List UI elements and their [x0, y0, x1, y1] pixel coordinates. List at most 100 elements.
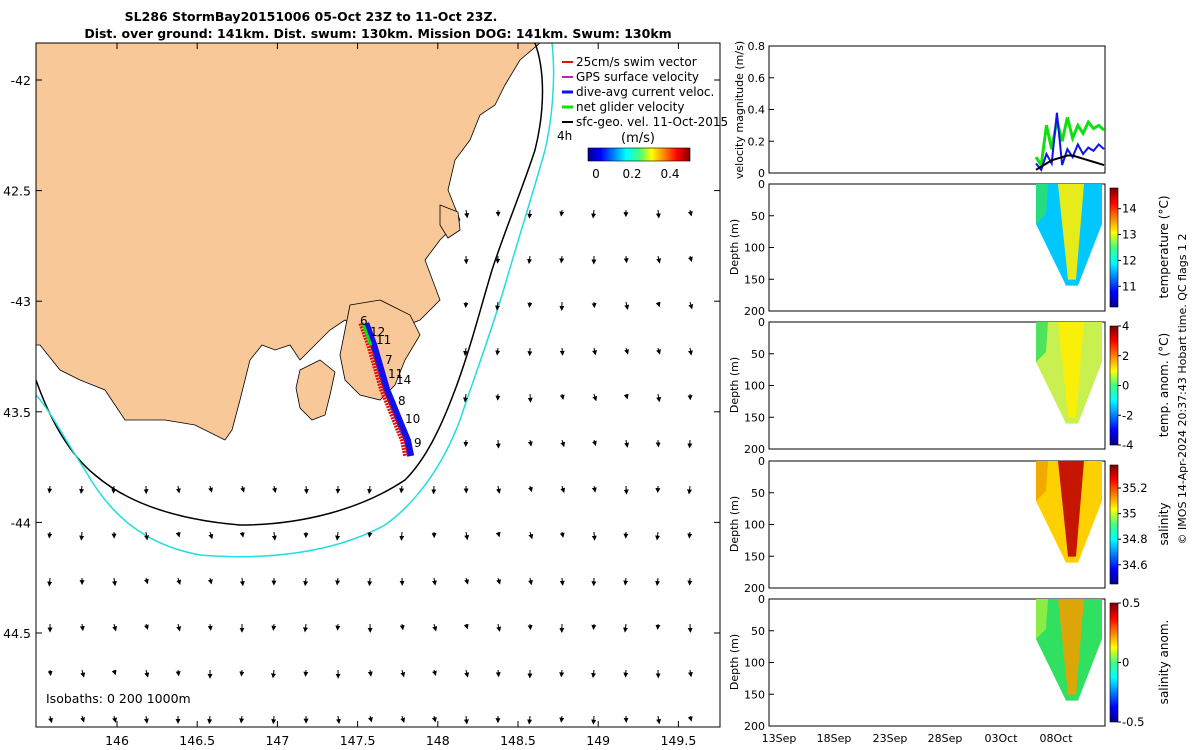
quiver-arrow [112, 577, 117, 587]
quiver-arrow [111, 485, 117, 494]
speed-colorbar-tick-0: 0 [592, 167, 600, 181]
quiver-arrow [591, 531, 597, 541]
map-x-tick-label: 149.5 [661, 733, 697, 748]
quiver-arrow [335, 531, 341, 541]
quiver-arrow [591, 715, 597, 725]
quiver-arrow [239, 715, 245, 724]
quiver-arrow [687, 531, 693, 539]
quiver-arrow [176, 623, 182, 632]
velocity-y-axis: 0 0.2 0.4 0.6 0.8 [748, 40, 774, 180]
salinity-cbar-tick-label: 35.2 [1122, 481, 1148, 495]
temperature-cbar-tick-label: 13 [1122, 228, 1137, 242]
map-legend: 25cm/s swim vector GPS surface velocity … [557, 55, 728, 143]
velocity-y-tick-label: 0.8 [748, 40, 766, 53]
quiver-arrow [623, 255, 629, 264]
series-sfc-geo [1035, 154, 1105, 171]
quiver-arrow [47, 669, 53, 677]
quiver-arrow [527, 623, 533, 631]
quiver-arrow [623, 393, 629, 400]
quiver-arrow [528, 577, 533, 586]
quiver-arrow [463, 715, 469, 725]
quiver-arrow [527, 255, 533, 265]
salinity-y-tick-label: 150 [744, 550, 765, 563]
quiver-arrow [80, 715, 85, 723]
quiver-arrow [175, 531, 181, 538]
series-dive-avg [1035, 112, 1105, 172]
salinity-y-tick-label: 50 [751, 487, 765, 500]
quiver-arrow [432, 577, 437, 586]
track-net-glider [361, 322, 373, 346]
quiver-arrow [47, 531, 53, 539]
map-y-tick-label: 43.5 [3, 405, 31, 420]
quiver-arrow [431, 715, 437, 723]
section-panel-temp_anomaly: 0 50 100 150 200 Depth (m) 4 2 0 -2 -4 temp. anom. … [728, 316, 1171, 456]
salinity-y-tick-label: 0 [758, 455, 765, 468]
quiver-arrow [592, 393, 598, 402]
quiver-arrow [48, 715, 53, 724]
quiver-arrow [591, 485, 597, 493]
quiver-arrow [592, 347, 597, 356]
map-y-tick-label: -42 [11, 73, 31, 88]
temp_anomaly-ylabel: Depth (m) [728, 357, 741, 413]
quiver-arrow [623, 623, 629, 633]
salinity-clabel: salinity [1157, 502, 1171, 545]
quiver-arrow [143, 715, 149, 724]
quiver-arrow [591, 669, 597, 679]
quiver-arrow [143, 577, 149, 585]
quiver-arrow [559, 347, 565, 356]
quiver-arrow [527, 393, 533, 403]
salinity_anomaly-edge [1036, 599, 1048, 639]
quiver-arrow [335, 715, 341, 725]
quiver-arrow [272, 485, 277, 494]
quiver-arrow [112, 623, 118, 632]
quiver-arrow [527, 209, 533, 219]
quiver-arrow [495, 347, 501, 356]
temp_anomaly-cbar-tick-label: -2 [1122, 408, 1133, 422]
quiver-arrow [559, 393, 565, 400]
time-tick-03oct: 03Oct [984, 732, 1018, 745]
track-map: 146 146.5 147 147.5 148 148.5 149 149.5 -4242.5… [3, 42, 728, 748]
quiver-arrow [79, 531, 85, 541]
quiver-arrow [112, 715, 117, 723]
map-y-tick-label: -44 [11, 515, 31, 530]
quiver-arrow [464, 669, 470, 678]
quiver-arrow [624, 301, 630, 310]
quiver-arrow [239, 669, 245, 677]
quiver-arrow [208, 485, 213, 493]
velocity-y-tick-label: 0.2 [748, 135, 766, 148]
legend-entry-dive: dive-avg current veloc. [576, 85, 714, 99]
salinity_anomaly-y-tick-label: 0 [758, 593, 765, 606]
salinity_anomaly-clabel: salinity anom. [1157, 620, 1171, 705]
temperature-ylabel: Depth (m) [728, 219, 741, 275]
time-tick-28sep: 28Sep [928, 732, 963, 745]
quiver-arrow [560, 439, 566, 448]
quiver-arrow [271, 715, 277, 725]
map-x-tick-label: 147 [265, 733, 289, 748]
quiver-arrow [111, 669, 117, 676]
temp_anomaly-cbar-tick-label: 2 [1122, 349, 1129, 363]
quiver-arrow [176, 577, 182, 585]
isobath-1000 [36, 43, 555, 558]
salinity_anomaly-core [1058, 599, 1084, 695]
salinity-cbar-tick-label: 34.6 [1122, 558, 1148, 572]
quiver-arrow [464, 209, 470, 219]
quiver-arrow [559, 209, 565, 217]
quiver-arrow [399, 531, 405, 541]
quiver-arrow [143, 623, 149, 630]
maria-island-land [439, 204, 461, 239]
time-tick-08oct: 08Oct [1039, 732, 1073, 745]
quiver-arrow [271, 669, 277, 679]
quiver-arrow [495, 669, 501, 678]
tasmania-land [36, 43, 541, 441]
time-x-axis: 13Sep 18Sep 23Sep 28Sep 03Oct 08Oct [762, 732, 1074, 745]
quiver-arrow [591, 623, 597, 630]
quiver-arrow [303, 577, 309, 587]
quiver-arrow [527, 439, 533, 447]
quiver-arrow [656, 393, 662, 403]
temp_anomaly-core [1058, 322, 1084, 418]
figure-title-line1: SL286 StormBay20151006 05-Oct 23Z to 11-… [125, 9, 498, 24]
section-panel-salinity_anomaly: 0 50 100 150 200 Depth (m) 0.5 0 -0.5 salinity an… [728, 593, 1171, 733]
temperature-y-tick-label: 200 [744, 305, 765, 318]
temp_anomaly-cbar-tick-label: 4 [1122, 319, 1129, 333]
speed-colorbar: (m/s) 0 0.2 0.4 [587, 131, 691, 181]
